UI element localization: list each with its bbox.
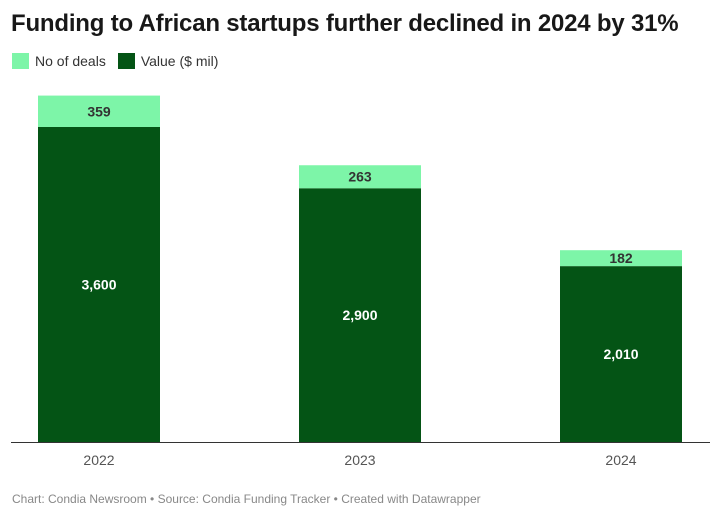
- legend: No of deals Value ($ mil): [12, 53, 230, 69]
- legend-label-deals: No of deals: [35, 53, 106, 69]
- bar-deals: [560, 250, 682, 267]
- bar-value: [38, 127, 160, 442]
- data-label-value: 2,010: [603, 346, 638, 362]
- chart-plot: 3,600 359 2022 2,900 263 2023 2,010 182 2024: [11, 95, 710, 468]
- legend-item-deals: No of deals: [12, 53, 106, 69]
- bar-deals: [38, 95, 160, 127]
- x-tick-label: 2022: [83, 452, 114, 468]
- x-tick-label: 2024: [605, 452, 636, 468]
- data-label-deals: 182: [609, 250, 633, 266]
- chart-footer: Chart: Condia Newsroom • Source: Condia …: [12, 492, 481, 506]
- bar-value: [299, 188, 421, 442]
- chart-title: Funding to African startups further decl…: [11, 10, 679, 37]
- legend-item-value: Value ($ mil): [117, 53, 219, 69]
- legend-swatch-deals: [12, 53, 29, 69]
- legend-swatch-value: [117, 53, 135, 69]
- data-label-value: 2,900: [342, 307, 377, 323]
- data-label-value: 3,600: [81, 277, 116, 293]
- data-label-deals: 359: [87, 103, 111, 119]
- bar-deals: [299, 165, 421, 189]
- legend-label-value: Value ($ mil): [140, 53, 219, 69]
- data-label-deals: 263: [348, 169, 372, 185]
- x-tick-label: 2023: [344, 452, 375, 468]
- bar-value: [560, 266, 682, 442]
